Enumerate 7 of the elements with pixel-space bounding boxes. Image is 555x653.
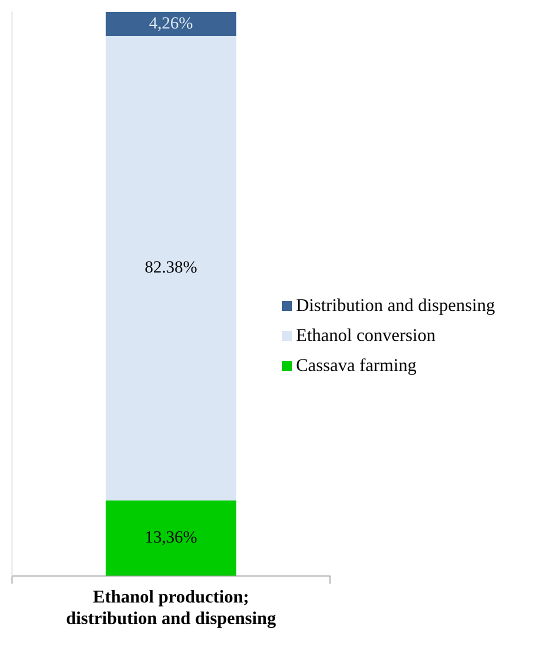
legend-label: Ethanol conversion	[296, 325, 436, 345]
x-tick-label: Ethanol production; distribution and dispensing	[66, 586, 276, 628]
data-label: 4,26%	[149, 13, 193, 32]
data-label: 82.38%	[144, 258, 198, 277]
legend-label: Distribution and dispensing	[296, 295, 495, 315]
legend-label: Cassava farming	[296, 355, 416, 375]
data-label: 13,36%	[144, 528, 198, 547]
